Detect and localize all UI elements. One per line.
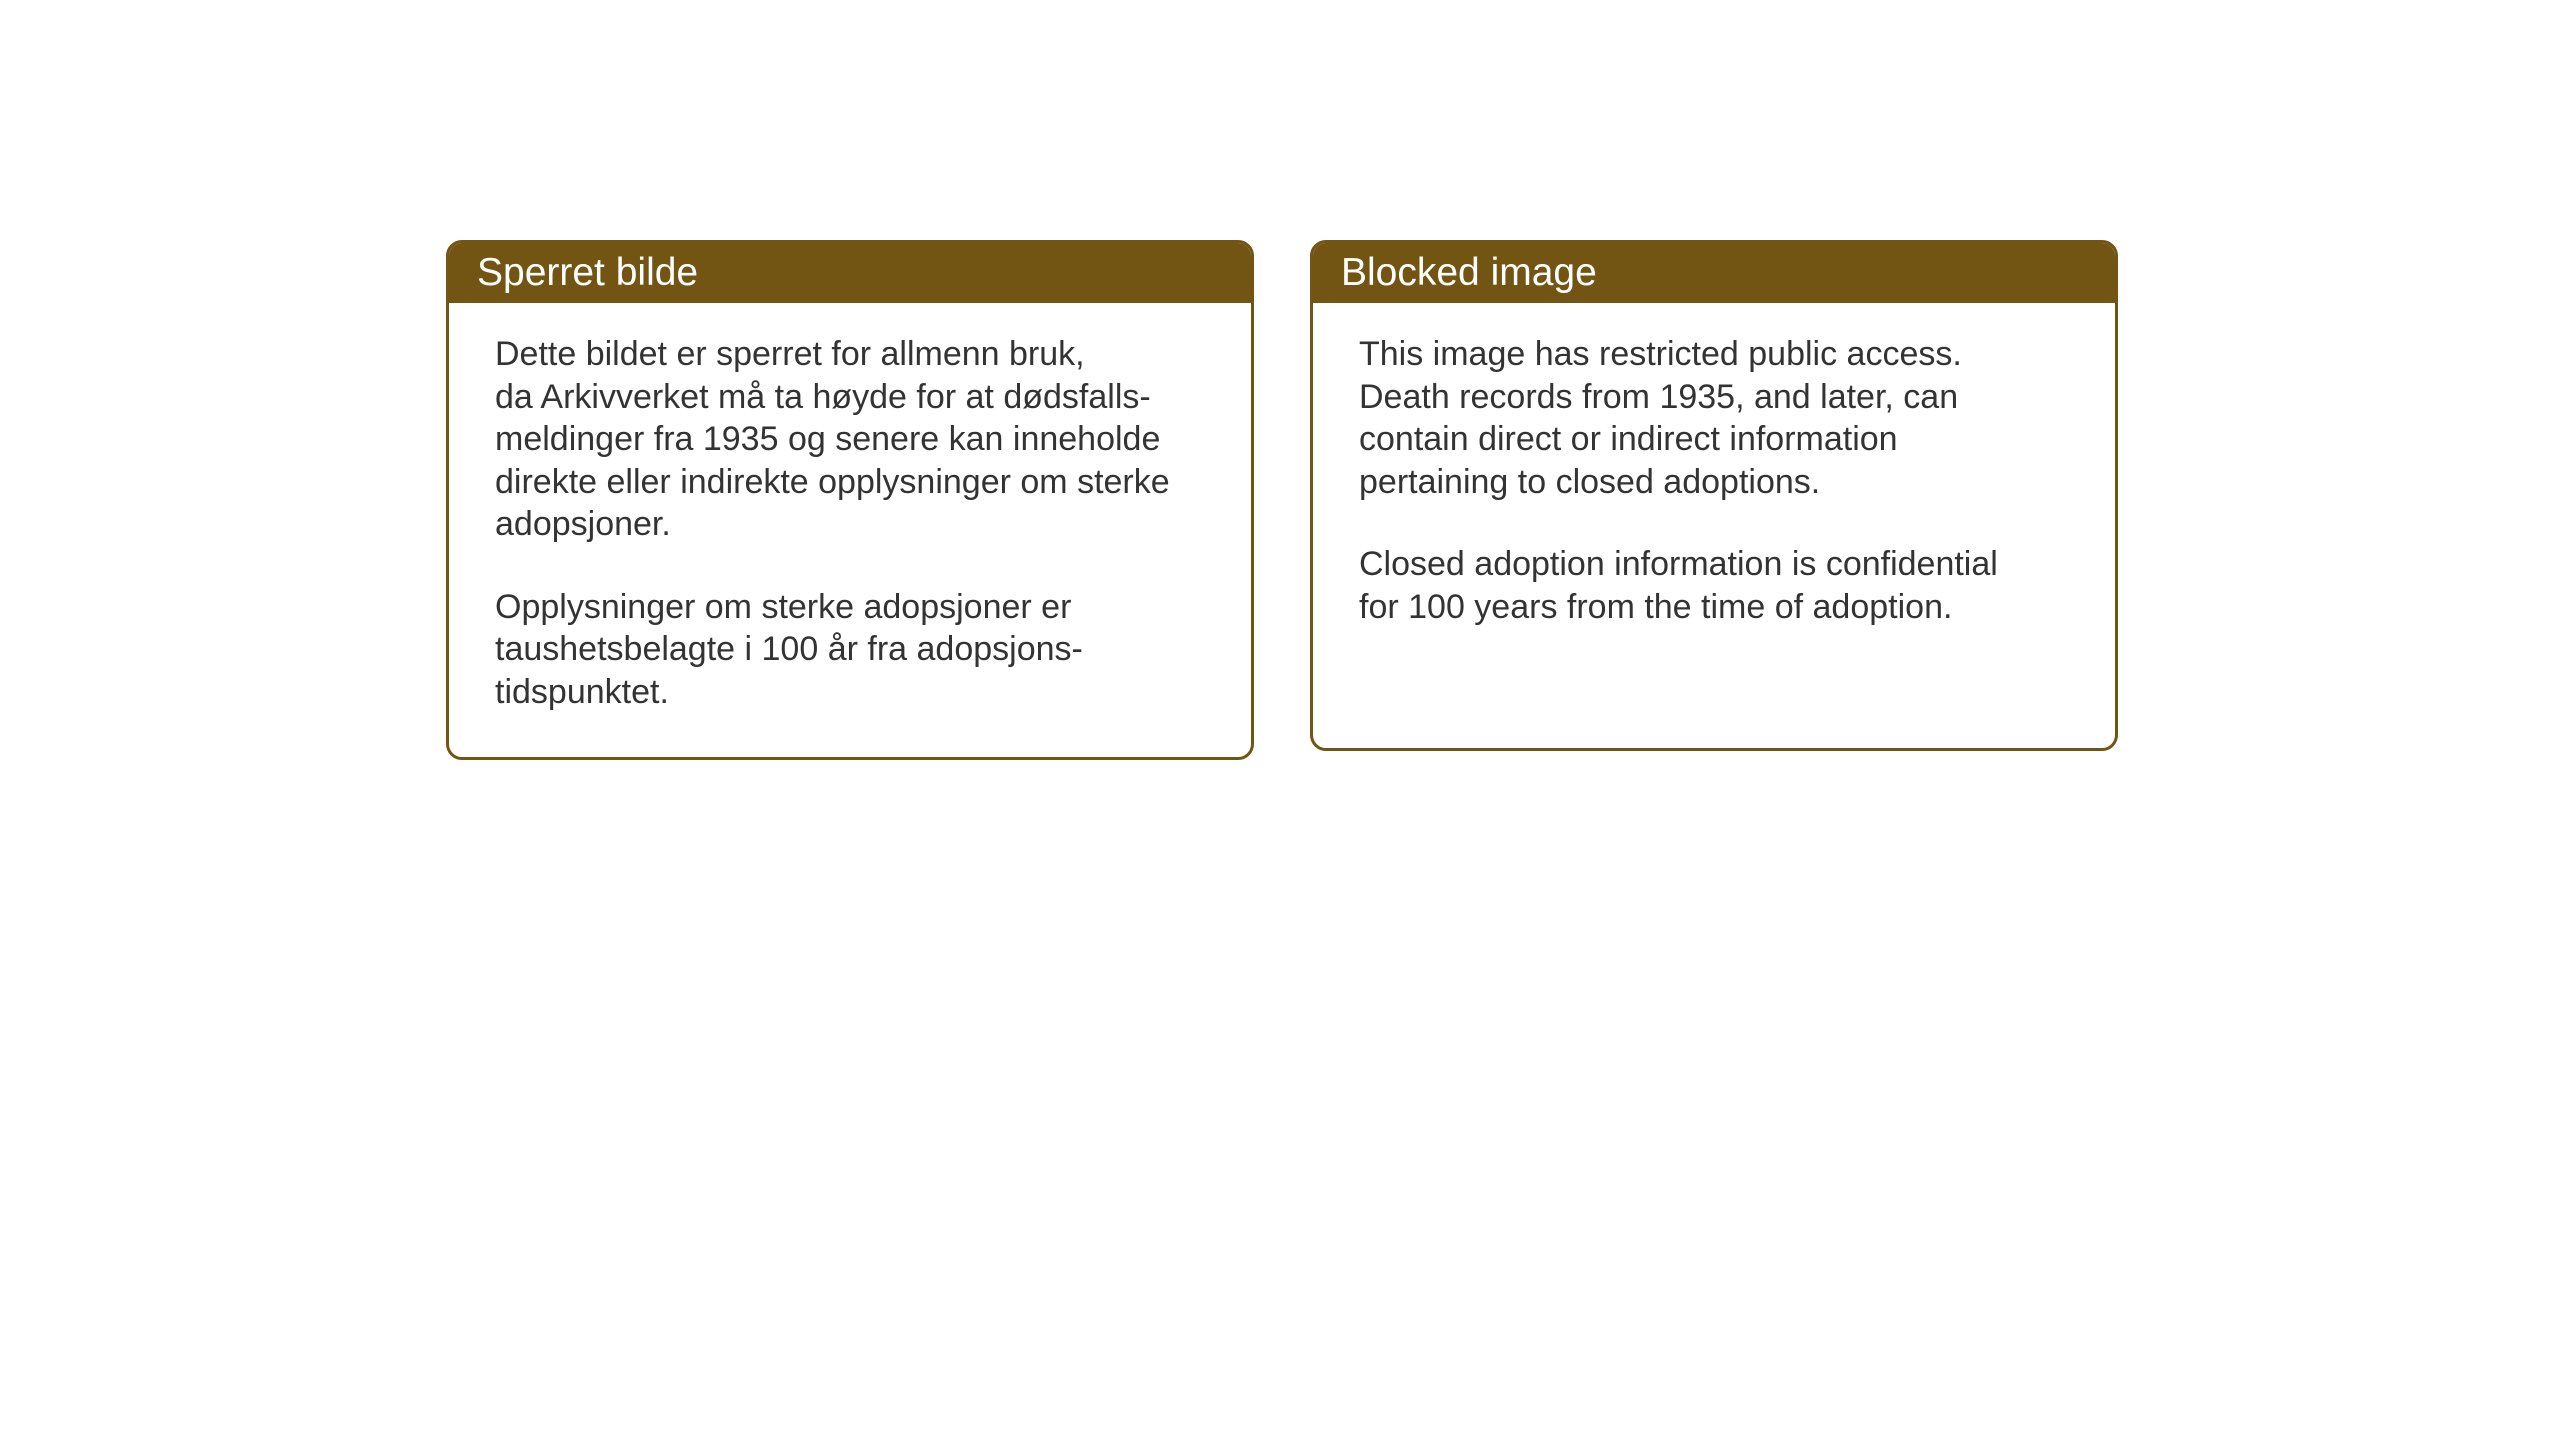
notice-body-norwegian: Dette bildet er sperret for allmenn bruk… — [449, 303, 1251, 757]
notice-box-english: Blocked image This image has restricted … — [1310, 240, 2118, 751]
notice-title-norwegian: Sperret bilde — [477, 251, 698, 294]
notice-paragraph-2-norwegian: Opplysninger om sterke adopsjoner er tau… — [495, 586, 1205, 714]
notice-title-english: Blocked image — [1341, 251, 1597, 294]
notice-paragraph-1-english: This image has restricted public access.… — [1359, 333, 2069, 503]
notice-header-english: Blocked image — [1313, 243, 2115, 303]
notice-header-norwegian: Sperret bilde — [449, 243, 1251, 303]
notice-body-english: This image has restricted public access.… — [1313, 303, 2115, 672]
notice-paragraph-1-norwegian: Dette bildet er sperret for allmenn bruk… — [495, 333, 1205, 546]
notice-box-norwegian: Sperret bilde Dette bildet er sperret fo… — [446, 240, 1254, 760]
notice-container: Sperret bilde Dette bildet er sperret fo… — [446, 240, 2118, 760]
notice-paragraph-2-english: Closed adoption information is confident… — [1359, 543, 2069, 628]
